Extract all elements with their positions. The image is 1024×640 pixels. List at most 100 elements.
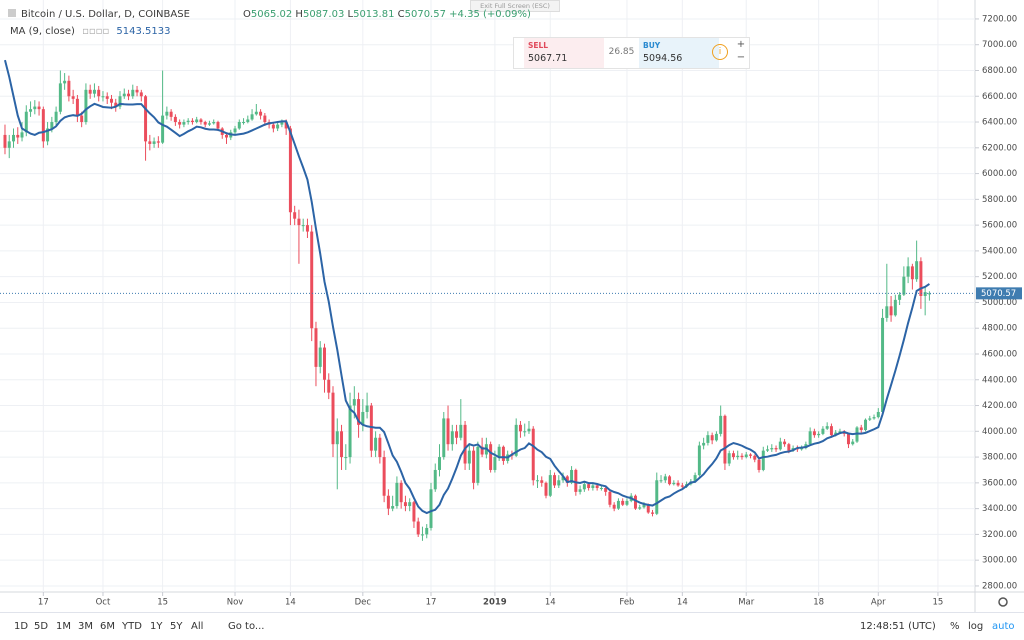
range-button[interactable]: 5D xyxy=(34,621,49,632)
symbol[interactable]: Bitcoin / U.S. Dollar, D, COINBASE xyxy=(21,9,190,20)
x-tick-label: 2019 xyxy=(483,598,507,608)
candle-body xyxy=(105,96,109,99)
range-button[interactable]: YTD xyxy=(122,621,142,632)
candle-body xyxy=(254,111,258,115)
candle-body xyxy=(374,437,378,451)
x-tick-label: Feb xyxy=(619,598,634,608)
candle-body xyxy=(263,115,267,123)
candle-body xyxy=(420,534,424,536)
candle-body xyxy=(902,276,906,295)
candle-body xyxy=(369,405,373,451)
candle-body xyxy=(800,448,804,450)
log-toggle[interactable]: log xyxy=(968,621,984,632)
range-button[interactable]: 1Y xyxy=(150,621,163,632)
range-button[interactable]: 1D xyxy=(14,621,29,632)
candle-body xyxy=(599,488,603,490)
candle-body xyxy=(173,116,177,123)
candle-body xyxy=(706,435,710,443)
y-tick-label: 5400.00 xyxy=(982,246,1017,256)
auto-toggle[interactable]: auto xyxy=(992,621,1015,632)
candle-body xyxy=(501,446,505,461)
candle-body xyxy=(467,450,471,464)
candle-body xyxy=(463,424,467,464)
o-label: O xyxy=(243,9,251,20)
info-icon[interactable]: i xyxy=(712,44,728,60)
spread: 26.85 xyxy=(608,47,635,57)
y-tick-label: 3400.00 xyxy=(982,504,1017,514)
candle-body xyxy=(817,433,821,436)
candle-body xyxy=(553,475,557,486)
buy-box[interactable]: BUY 5094.56 xyxy=(639,38,719,68)
candle-body xyxy=(33,106,37,110)
chart: 2800.00 3000.00 3200.00 3400.00 3600.00 3800.… xyxy=(0,0,1024,612)
candle-body xyxy=(37,106,41,110)
candle-body xyxy=(114,102,118,107)
indicator-icons[interactable]: ▫▫▫▫ xyxy=(82,26,110,37)
candle-body xyxy=(382,457,386,496)
y-tick-label: 5200.00 xyxy=(982,272,1017,282)
candle-body xyxy=(714,433,718,441)
candle-body xyxy=(710,435,714,441)
candle-body xyxy=(868,418,872,420)
candle-body xyxy=(63,80,67,84)
goto[interactable]: Go to... xyxy=(228,621,265,632)
indicator-name[interactable]: MA (9, close) xyxy=(10,26,75,37)
candle-body xyxy=(242,122,246,124)
candle-body xyxy=(744,454,748,458)
candle-body xyxy=(570,469,574,483)
candle-body xyxy=(591,485,595,489)
settings-icon[interactable] xyxy=(998,597,1008,607)
candle-body xyxy=(489,444,493,470)
candle-body xyxy=(608,491,612,505)
range-button[interactable]: 1M xyxy=(56,621,71,632)
sell-box[interactable]: SELL 5067.71 xyxy=(524,38,604,68)
candle-body xyxy=(127,93,131,97)
candle-body xyxy=(582,484,586,490)
x-tick-label: 14 xyxy=(677,598,688,608)
candle-body xyxy=(774,448,778,450)
h-value: 5087.03 xyxy=(302,9,345,20)
candle-body xyxy=(578,489,582,492)
candle-body xyxy=(778,441,782,450)
candle-body xyxy=(310,231,314,329)
candle-body xyxy=(280,122,284,125)
y-tick-label: 6600.00 xyxy=(982,92,1017,102)
range-button[interactable]: 5Y xyxy=(170,621,183,632)
ohlc-row: O5065.02 H5087.03 L5013.81 C5070.57 +4.3… xyxy=(243,9,531,20)
range-button[interactable]: 3M xyxy=(78,621,93,632)
y-tick-label: 4000.00 xyxy=(982,427,1017,437)
percent-toggle[interactable]: % xyxy=(950,621,960,632)
candle-body xyxy=(544,482,548,496)
candle-body xyxy=(80,115,84,123)
candle-body xyxy=(24,111,28,133)
candle-body xyxy=(297,218,301,226)
candle-body xyxy=(403,502,407,507)
candle-body xyxy=(663,476,667,481)
symbol-icon xyxy=(8,9,16,17)
candle-body xyxy=(557,480,561,486)
range-button[interactable]: All xyxy=(191,621,204,632)
y-tick-label: 4800.00 xyxy=(982,324,1017,334)
candle-body xyxy=(301,225,305,227)
candle-body xyxy=(7,141,11,148)
candle-body xyxy=(148,141,152,144)
plus-button[interactable]: + xyxy=(736,39,746,50)
candle-body xyxy=(548,475,552,496)
candle-body xyxy=(225,134,228,138)
x-tick-label: Oct xyxy=(96,598,111,608)
candle-body xyxy=(740,455,744,458)
range-button[interactable]: 6M xyxy=(100,621,115,632)
candle-body xyxy=(859,427,863,431)
candle-body xyxy=(288,128,292,213)
candle-body xyxy=(327,379,331,393)
candle-body xyxy=(20,132,24,138)
exit-fullscreen-tip[interactable]: Exit Full Screen (ESC) xyxy=(470,0,560,12)
candle-body xyxy=(808,431,812,445)
candle-body xyxy=(322,347,326,380)
minus-button[interactable]: − xyxy=(736,52,746,63)
x-tick-label: 15 xyxy=(933,598,944,608)
candle-body xyxy=(58,83,62,112)
y-tick-label: 3000.00 xyxy=(982,556,1017,566)
x-tick-label: Mar xyxy=(738,598,755,608)
h-label: H xyxy=(295,9,303,20)
